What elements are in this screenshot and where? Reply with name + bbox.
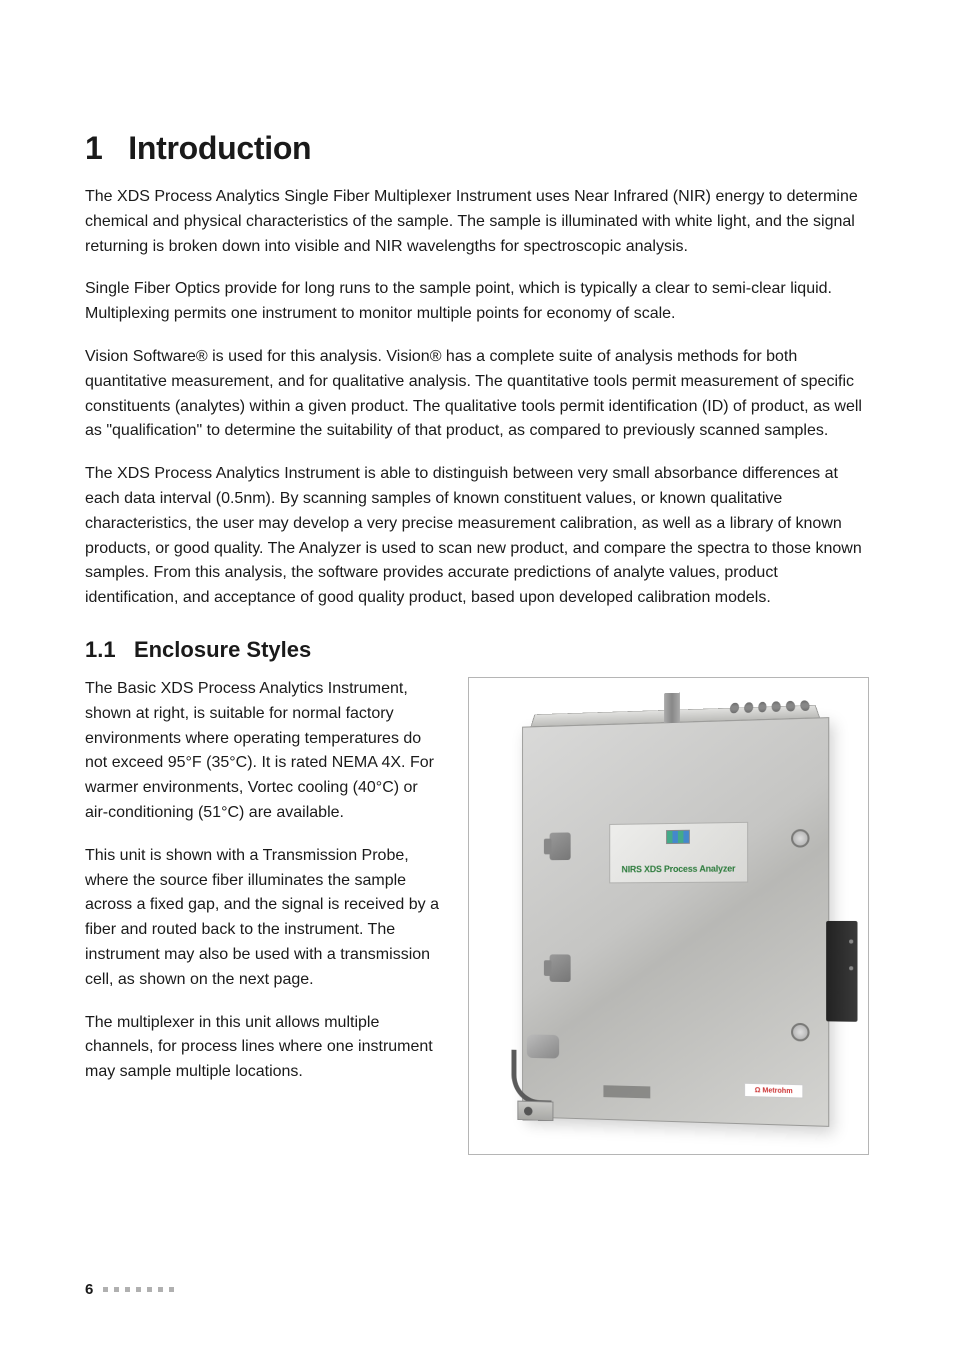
panel-product-label: NIRS XDS Process Analyzer (610, 863, 747, 874)
door-latch-icon (550, 832, 571, 860)
brand-badge: Ω Metrohm (744, 1083, 803, 1099)
screw-icon (791, 829, 810, 848)
section-title: Introduction (128, 130, 311, 166)
top-connector-icon (664, 693, 680, 724)
screw-icon (791, 1023, 810, 1042)
intro-paragraph-3: Vision Software® is used for this analys… (85, 345, 869, 444)
dot-icon (114, 1287, 119, 1292)
enclosure-paragraph-2: This unit is shown with a Transmission P… (85, 844, 440, 993)
intro-paragraph-1: The XDS Process Analytics Single Fiber M… (85, 185, 869, 259)
fiber-cable-icon (512, 1050, 552, 1106)
dot-icon (158, 1287, 163, 1292)
page-footer: 6 (85, 1281, 174, 1298)
dot-icon (169, 1287, 174, 1292)
intro-paragraph-4: The XDS Process Analytics Instrument is … (85, 462, 869, 611)
enclosure-paragraph-3: The multiplexer in this unit allows mult… (85, 1011, 440, 1085)
dot-icon (103, 1287, 108, 1292)
secondary-badge (603, 1085, 650, 1098)
two-column-layout: The Basic XDS Process Analytics Instrume… (85, 677, 869, 1155)
enclosure-paragraph-1: The Basic XDS Process Analytics Instrume… (85, 677, 440, 826)
left-text-column: The Basic XDS Process Analytics Instrume… (85, 677, 440, 1103)
instrument-figure: NIRS XDS Process Analyzer Ω Metrohm (468, 677, 869, 1155)
dot-icon (147, 1287, 152, 1292)
intro-paragraph-2: Single Fiber Optics provide for long run… (85, 277, 869, 327)
front-label-panel: NIRS XDS Process Analyzer (609, 822, 748, 884)
subsection-title: Enclosure Styles (134, 637, 311, 662)
section-heading: 1 Introduction (85, 130, 869, 167)
instrument-enclosure: NIRS XDS Process Analyzer Ω Metrohm (522, 717, 829, 1127)
subsection-number: 1.1 (85, 637, 116, 662)
section-number: 1 (85, 130, 103, 166)
footer-dots (103, 1287, 174, 1292)
page-number: 6 (85, 1281, 93, 1298)
door-latch-icon (550, 954, 571, 982)
panel-icon (666, 830, 690, 844)
dot-icon (125, 1287, 130, 1292)
side-attachment-icon (826, 921, 857, 1022)
dot-icon (136, 1287, 141, 1292)
mount-hole-icon (524, 1107, 533, 1116)
mount-bracket-icon (517, 1101, 553, 1122)
subsection-heading: 1.1 Enclosure Styles (85, 637, 869, 663)
